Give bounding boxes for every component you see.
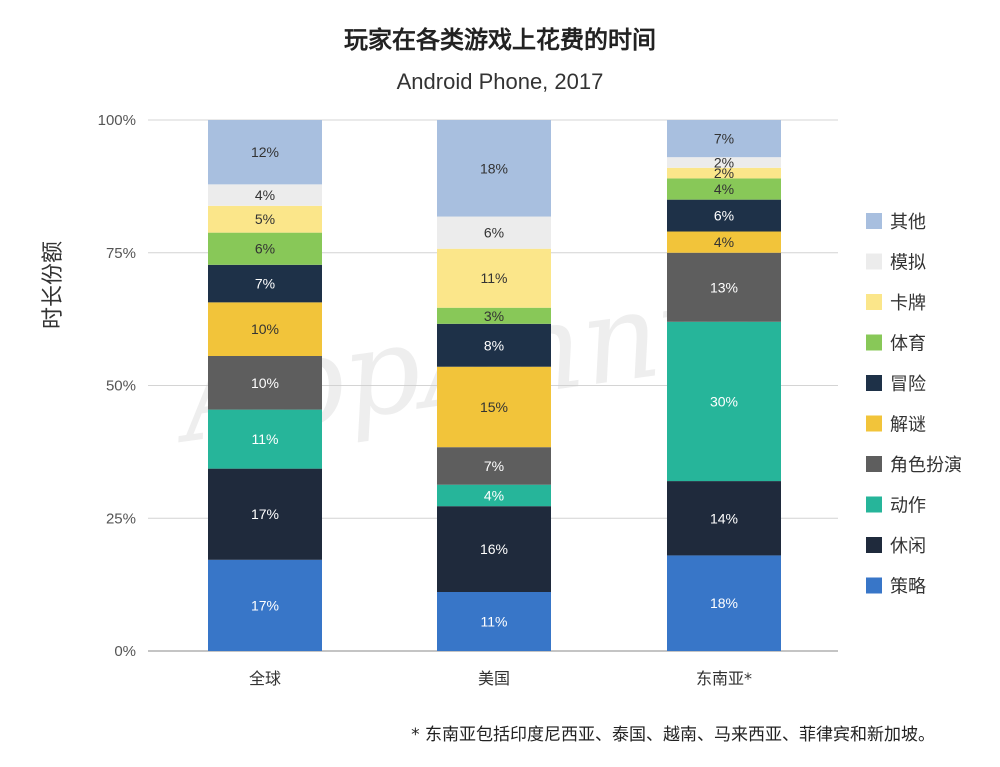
bar-value-label: 16% xyxy=(480,541,508,557)
bar-segment xyxy=(667,157,781,168)
legend-swatch xyxy=(866,253,882,270)
legend-label: 卡牌 xyxy=(890,293,926,314)
legend-swatch xyxy=(866,496,882,513)
bar-segment xyxy=(667,555,781,651)
legend-swatch xyxy=(866,577,882,594)
y-tick-label: 25% xyxy=(106,510,136,527)
bar-segment xyxy=(208,184,322,206)
bar-segment xyxy=(437,216,551,249)
bar-value-label: 2% xyxy=(714,165,734,181)
bar-segment xyxy=(208,264,322,303)
legend-label: 体育 xyxy=(890,334,926,355)
bar-segment xyxy=(437,307,551,324)
bar-value-label: 4% xyxy=(484,487,504,503)
bar-value-label: 10% xyxy=(251,321,279,337)
category-label: 东南亚* xyxy=(696,669,752,688)
chart-title: 玩家在各类游戏上花费的时间 xyxy=(344,26,656,54)
y-axis-label: 时长份额 xyxy=(41,241,66,329)
legend-label: 休闲 xyxy=(890,536,926,557)
legend-label: 模拟 xyxy=(890,253,926,274)
bar-segment xyxy=(437,447,551,485)
legend-swatch xyxy=(866,415,882,432)
bar-segment xyxy=(208,559,322,651)
bar-segment xyxy=(667,199,781,232)
category-label: 全球 xyxy=(249,669,281,688)
legend-label: 解谜 xyxy=(890,415,926,436)
bar-value-label: 4% xyxy=(255,187,275,203)
footnote: * 东南亚包括印度尼西亚、泰国、越南、马来西亚、菲律宾和新加坡。 xyxy=(411,725,935,745)
bar-segment xyxy=(437,366,551,448)
bar-segment xyxy=(208,205,322,233)
legend-swatch xyxy=(866,213,882,229)
legend-label: 策略 xyxy=(890,577,926,598)
bar-value-label: 18% xyxy=(480,160,508,176)
bar-value-label: 11% xyxy=(481,270,508,286)
bar-value-label: 17% xyxy=(251,597,279,613)
bar-value-label: 7% xyxy=(255,276,275,292)
y-tick-label: 75% xyxy=(106,245,136,262)
bar-value-label: 7% xyxy=(714,131,734,147)
legend-label: 角色扮演 xyxy=(890,455,962,476)
bar-value-label: 4% xyxy=(714,234,734,250)
bar-segment xyxy=(208,468,322,560)
bar-segment xyxy=(437,248,551,308)
legend-label: 其他 xyxy=(890,212,926,233)
bar-segment xyxy=(667,120,781,158)
bar-value-label: 14% xyxy=(710,510,738,526)
bar-value-label: 10% xyxy=(251,375,279,391)
bar-value-label: 5% xyxy=(255,211,275,227)
bar-segment xyxy=(667,167,781,179)
bar-segment xyxy=(667,252,781,322)
bar-value-label: 11% xyxy=(252,431,279,447)
legend-label: 冒险 xyxy=(890,374,926,395)
bar-value-label: 13% xyxy=(710,279,738,295)
bar-value-label: 30% xyxy=(710,393,738,409)
bar-value-label: 12% xyxy=(251,144,279,160)
bar-segment xyxy=(208,409,322,469)
bar-value-label: 7% xyxy=(484,458,504,474)
bar-segment xyxy=(437,120,551,217)
legend-swatch xyxy=(866,456,882,472)
bar-segment xyxy=(667,481,781,556)
bar-segment xyxy=(437,323,551,367)
bar-value-label: 17% xyxy=(251,506,279,522)
y-axis-ticks: 0% 25% 50% 75% 100% xyxy=(98,112,136,660)
legend-swatch xyxy=(866,537,882,553)
legend-swatch xyxy=(866,375,882,391)
bar-value-label: 6% xyxy=(714,208,734,224)
bar-segment xyxy=(437,506,551,592)
bars-group: 17% 17% 11% 10% 10% 7% 6% 5% 4% 12% 11% 16% 4% 7% 15% 8… xyxy=(208,120,781,651)
bar-segment xyxy=(208,232,322,265)
y-tick-label: 50% xyxy=(106,378,136,395)
bar-value-label: 2% xyxy=(714,154,734,170)
bar-value-label: 18% xyxy=(710,595,738,611)
bar-value-label: 3% xyxy=(484,308,504,324)
bar-value-label: 4% xyxy=(714,181,734,197)
bar-segment xyxy=(208,356,322,410)
y-tick-label: 100% xyxy=(98,112,136,129)
bar-segment xyxy=(667,178,781,200)
bar-value-label: 6% xyxy=(484,225,504,241)
chart-subtitle: Android Phone, 2017 xyxy=(397,69,604,94)
bar-value-label: 11% xyxy=(481,614,508,630)
bar-segment xyxy=(437,484,551,507)
y-tick-label: 0% xyxy=(114,643,136,660)
category-label: 美国 xyxy=(478,669,510,688)
bar-value-label: 15% xyxy=(480,399,508,415)
bar-segment xyxy=(667,321,781,482)
legend-swatch xyxy=(866,294,882,310)
legend-swatch xyxy=(866,334,882,351)
bar-segment xyxy=(437,592,551,651)
legend-label: 动作 xyxy=(890,496,926,517)
bar-value-label: 6% xyxy=(255,241,275,257)
bar-segment xyxy=(208,302,322,356)
bar-value-label: 8% xyxy=(484,337,504,353)
bar-segment xyxy=(667,231,781,253)
bar-segment xyxy=(208,120,322,185)
category-labels: 全球 美国 东南亚* xyxy=(249,669,752,688)
